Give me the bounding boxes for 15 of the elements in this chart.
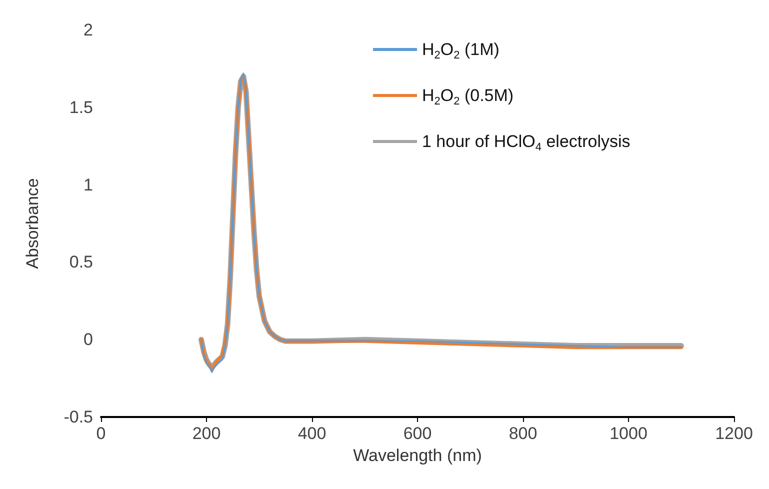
y-tick-label: 0 <box>84 330 93 350</box>
y-tick-label: 2 <box>84 20 93 40</box>
x-tick-label: 0 <box>96 424 106 443</box>
x-tick-label: 1000 <box>610 424 648 443</box>
x-tick-label: 1200 <box>715 424 753 443</box>
y-tick-label: 1.5 <box>69 98 93 117</box>
y-tick-label: -0.5 <box>64 408 93 426</box>
x-axis-title: Wavelength (nm) <box>353 446 482 465</box>
y-tick-label: 0.5 <box>69 252 93 272</box>
y-tick-label: 1 <box>84 175 93 194</box>
x-tick-label: 400 <box>298 424 326 443</box>
x-tick-label: 600 <box>403 424 432 443</box>
y-axis-title: Absorbance <box>23 178 42 269</box>
x-tick-label: 200 <box>192 424 221 443</box>
x-tick-label: 800 <box>508 424 538 443</box>
